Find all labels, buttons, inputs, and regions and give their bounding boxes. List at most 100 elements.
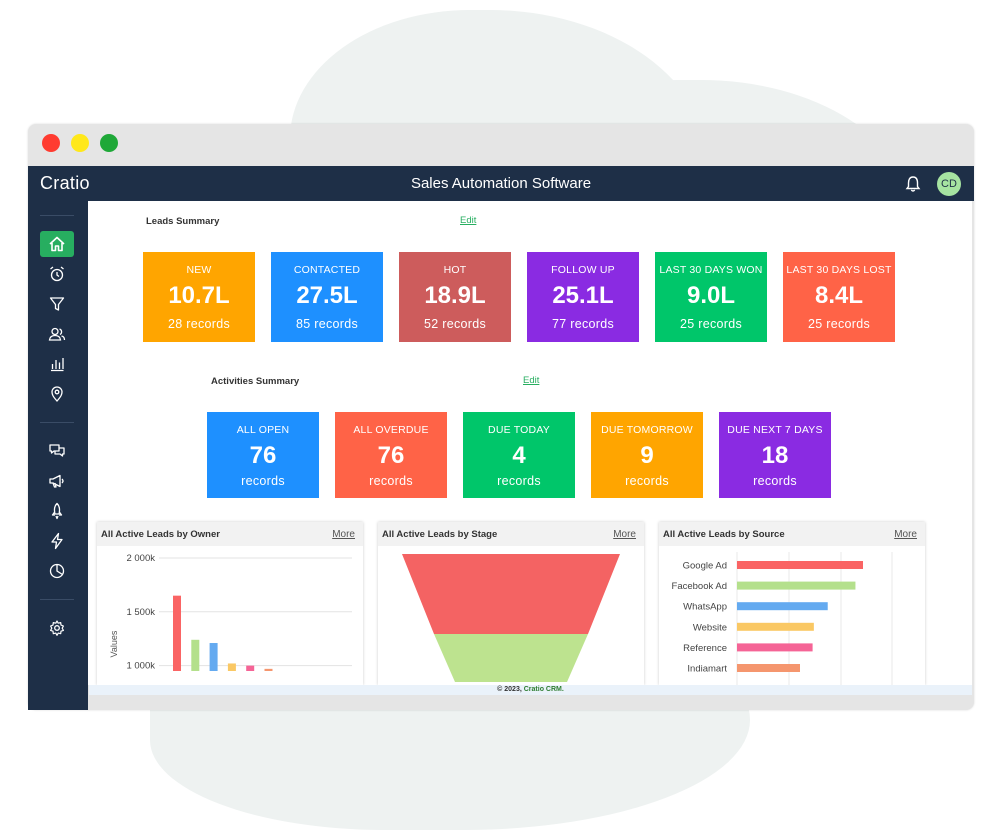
dashboard-content: Leads Summary Edit NEW 10.7L 28 records CON… bbox=[88, 201, 972, 685]
card-label: DUE TOMORROW bbox=[601, 424, 693, 436]
card-subtext: 77 records bbox=[551, 317, 615, 331]
summary-card-due-today[interactable]: DUE TODAY 4 records bbox=[463, 412, 575, 498]
source-bar[interactable] bbox=[737, 643, 813, 652]
y-tick-label: 1 500k bbox=[126, 607, 155, 618]
summary-card-contacted[interactable]: CONTACTED 27.5L 85 records bbox=[271, 252, 383, 342]
card-subtext: 25 records bbox=[679, 317, 743, 331]
card-value: 76 bbox=[377, 442, 405, 469]
sidebar-divider bbox=[40, 422, 74, 423]
card-label: ALL OPEN bbox=[236, 424, 290, 436]
brand-logo[interactable]: Cratio bbox=[40, 173, 90, 193]
funnel-stage[interactable] bbox=[434, 634, 588, 682]
activities-summary-title: Activities Summary bbox=[211, 376, 300, 387]
summary-card-hot[interactable]: HOT 18.9L 52 records bbox=[399, 252, 511, 342]
card-value: 9 bbox=[640, 442, 654, 469]
minimize-window-button[interactable] bbox=[71, 134, 89, 152]
card-subtext: records bbox=[753, 474, 797, 488]
lightning-icon[interactable] bbox=[40, 528, 74, 554]
summary-card-due-tomorrow[interactable]: DUE TOMORROW 9 records bbox=[591, 412, 703, 498]
card-label: LAST 30 DAYS LOST bbox=[786, 264, 892, 276]
summary-card-last-30-days-lost[interactable]: LAST 30 DAYS LOST 8.4L 25 records bbox=[783, 252, 895, 342]
alarm-clock-icon[interactable] bbox=[40, 261, 74, 287]
card-subtext: 28 records bbox=[167, 317, 231, 331]
source-bar[interactable] bbox=[737, 581, 856, 590]
page-title: Sales Automation Software bbox=[410, 175, 592, 192]
owner-bar[interactable] bbox=[246, 665, 255, 671]
card-subtext: 25 records bbox=[807, 317, 871, 331]
summary-card-last-30-days-won[interactable]: LAST 30 DAYS WON 9.0L 25 records bbox=[655, 252, 767, 342]
funnel-stage[interactable] bbox=[402, 554, 620, 634]
gear-icon[interactable] bbox=[40, 615, 74, 641]
chat-icon[interactable] bbox=[40, 438, 74, 464]
card-label: ALL OVERDUE bbox=[353, 424, 429, 436]
card-value: 18 bbox=[761, 442, 789, 469]
leads-by-owner-panel: All Active Leads by Owner More 2 000k 1 5… bbox=[97, 522, 363, 685]
leads-summary-title: Leads Summary bbox=[146, 216, 220, 227]
filter-icon[interactable] bbox=[40, 291, 74, 317]
owner-bar[interactable] bbox=[209, 643, 218, 671]
card-value: 8.4L bbox=[814, 282, 864, 309]
avatar[interactable]: CD bbox=[937, 172, 961, 196]
card-label: NEW bbox=[186, 264, 212, 276]
sidebar-divider bbox=[40, 215, 74, 216]
panel-header: All Active Leads by Source More bbox=[659, 522, 925, 546]
card-value: 10.7L bbox=[168, 282, 230, 309]
footer-brand-link[interactable]: Cratio CRM. bbox=[523, 686, 564, 693]
owner-bar[interactable] bbox=[191, 639, 200, 671]
card-subtext: records bbox=[369, 474, 413, 488]
more-link[interactable]: More bbox=[613, 529, 636, 540]
y-axis-label: Values bbox=[109, 630, 119, 657]
location-pin-icon[interactable] bbox=[40, 381, 74, 407]
owner-bar[interactable] bbox=[173, 595, 181, 671]
card-value: 76 bbox=[249, 442, 277, 469]
card-subtext: records bbox=[497, 474, 541, 488]
panel-title: All Active Leads by Source bbox=[663, 529, 785, 540]
panel-header: All Active Leads by Owner More bbox=[97, 522, 363, 546]
summary-card-new[interactable]: NEW 10.7L 28 records bbox=[143, 252, 255, 342]
browser-window: Cratio Sales Automation Software CD bbox=[28, 124, 974, 710]
category-label: Website bbox=[693, 622, 727, 633]
card-value: 25.1L bbox=[552, 282, 614, 309]
owner-bar[interactable] bbox=[227, 663, 236, 671]
card-value: 27.5L bbox=[296, 282, 358, 309]
summary-card-due-next-7-days[interactable]: DUE NEXT 7 DAYS 18 records bbox=[719, 412, 831, 498]
users-icon[interactable] bbox=[40, 321, 74, 347]
bell-icon[interactable] bbox=[905, 175, 921, 193]
card-label: DUE NEXT 7 DAYS bbox=[727, 424, 823, 436]
leads-by-owner-chart: 2 000k 1 500k 1 000k Values bbox=[109, 553, 352, 672]
card-subtext: records bbox=[625, 474, 669, 488]
owner-bar[interactable] bbox=[264, 668, 273, 671]
activities-summary-edit-link[interactable]: Edit bbox=[523, 375, 540, 386]
card-label: DUE TODAY bbox=[488, 424, 550, 436]
leads-summary-edit-link[interactable]: Edit bbox=[460, 215, 477, 226]
source-bar[interactable] bbox=[737, 664, 800, 672]
maximize-window-button[interactable] bbox=[100, 134, 118, 152]
rocket-icon[interactable] bbox=[40, 498, 74, 524]
card-label: LAST 30 DAYS WON bbox=[659, 264, 763, 276]
summary-card-all-overdue[interactable]: ALL OVERDUE 76 records bbox=[335, 412, 447, 498]
card-value: 4 bbox=[512, 442, 526, 469]
summary-card-all-open[interactable]: ALL OPEN 76 records bbox=[207, 412, 319, 498]
card-subtext: 85 records bbox=[295, 317, 359, 331]
app-header: Cratio Sales Automation Software CD bbox=[28, 166, 974, 201]
source-bar[interactable] bbox=[737, 602, 828, 611]
bar-chart-icon[interactable] bbox=[40, 351, 74, 377]
category-label: WhatsApp bbox=[683, 602, 727, 613]
home-icon[interactable] bbox=[40, 231, 74, 257]
leads-by-stage-panel: All Active Leads by Stage More bbox=[378, 522, 644, 685]
footer-copyright: © 2023, bbox=[497, 686, 524, 693]
summary-card-follow-up[interactable]: FOLLOW UP 25.1L 77 records bbox=[527, 252, 639, 342]
sidebar bbox=[28, 201, 88, 710]
leads-by-stage-chart bbox=[402, 554, 620, 682]
pie-chart-icon[interactable] bbox=[40, 558, 74, 584]
more-link[interactable]: More bbox=[894, 529, 917, 540]
category-label: Facebook Ad bbox=[672, 581, 727, 592]
panel-title: All Active Leads by Owner bbox=[101, 529, 220, 540]
source-bar[interactable] bbox=[737, 622, 814, 631]
megaphone-icon[interactable] bbox=[40, 468, 74, 494]
footer: © 2023, Cratio CRM. bbox=[89, 685, 972, 695]
close-window-button[interactable] bbox=[42, 134, 60, 152]
source-bar[interactable] bbox=[737, 561, 863, 569]
more-link[interactable]: More bbox=[332, 529, 355, 540]
category-label: Reference bbox=[683, 643, 727, 654]
